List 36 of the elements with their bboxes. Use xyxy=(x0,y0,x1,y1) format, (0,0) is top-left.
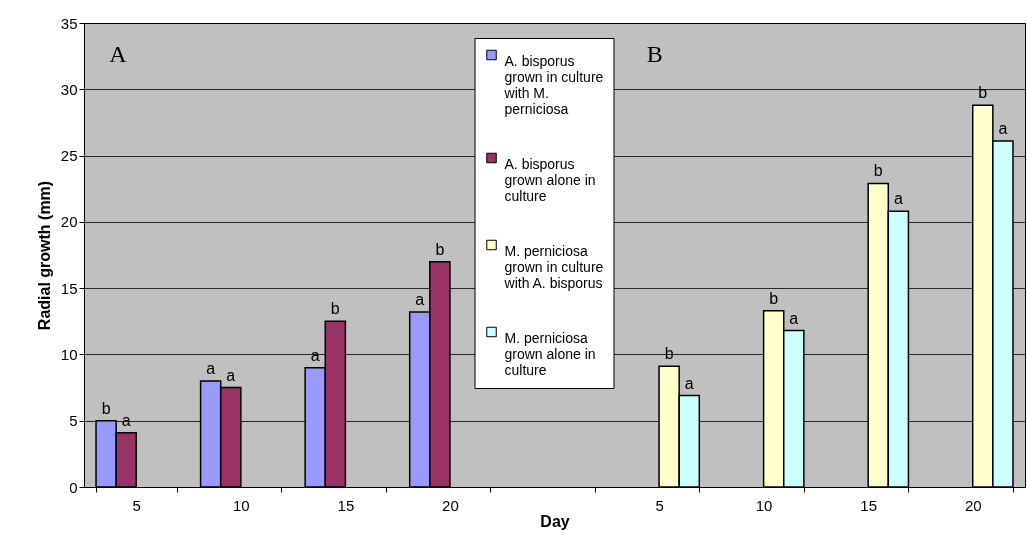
data-label: a xyxy=(998,119,1008,137)
x-tick-label: 10 xyxy=(232,496,250,514)
x-tick-label: 15 xyxy=(337,496,355,514)
y-tick-label: 35 xyxy=(60,14,78,32)
x-tick-label: 20 xyxy=(964,496,982,514)
y-tick-label: 5 xyxy=(69,412,78,430)
y-tick-label: 30 xyxy=(60,80,78,98)
data-label: a xyxy=(893,190,903,208)
x-tick-label: 10 xyxy=(755,496,773,514)
y-tick-label: 10 xyxy=(60,345,78,363)
legend-label: M. perniciosa grown alone in culture xyxy=(504,330,596,378)
y-tick-label: 20 xyxy=(60,213,78,231)
x-tick-label: 20 xyxy=(442,496,459,514)
data-label: a xyxy=(684,374,694,392)
data-label: b xyxy=(873,162,883,180)
x-tick-label: 15 xyxy=(860,496,878,514)
y-tick-label: 25 xyxy=(60,147,78,165)
data-label: b xyxy=(769,289,779,307)
legend-label: M. perniciosa grown in culture with A. bisporus xyxy=(503,243,604,291)
data-label: a xyxy=(789,309,799,327)
annotation: B xyxy=(646,41,663,67)
x-tick-label: 5 xyxy=(655,496,664,514)
data-label: a xyxy=(206,359,216,377)
data-label: a xyxy=(415,291,425,309)
y-tick-label: 15 xyxy=(60,279,78,297)
x-tick-label: 5 xyxy=(132,496,141,514)
data-label: b xyxy=(330,300,340,318)
data-label: b xyxy=(101,399,111,417)
data-label: b xyxy=(435,240,445,258)
legend-label: A. bisporus grown alone in culture xyxy=(504,156,596,204)
data-label: a xyxy=(226,366,236,384)
annotation: A xyxy=(109,41,128,67)
legend-label: A. bisporus grown in culture with M. perniciosa xyxy=(503,53,604,117)
y-tick-label: 0 xyxy=(69,478,78,496)
y-axis-title: Radial growth (mm) xyxy=(35,180,53,331)
x-axis-title: Day xyxy=(540,512,570,530)
